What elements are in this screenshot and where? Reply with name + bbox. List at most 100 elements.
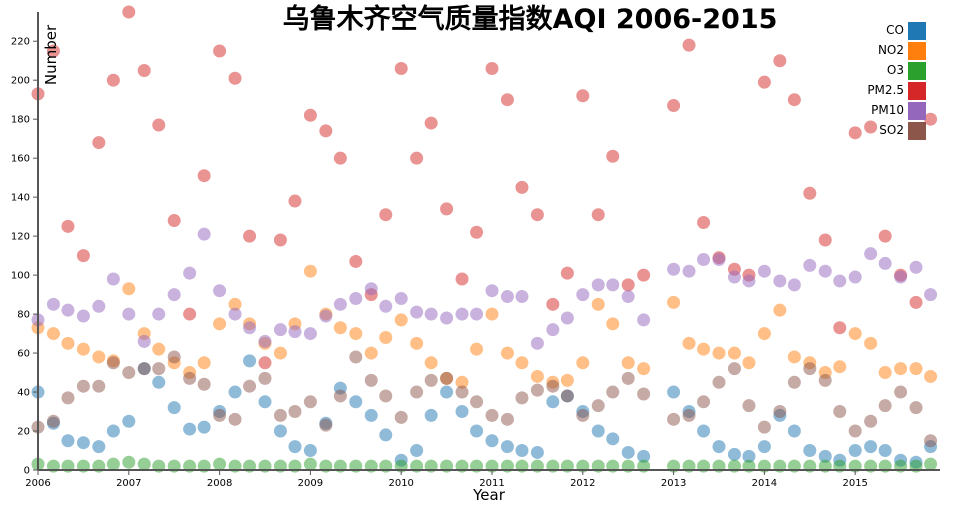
data-point (500, 412, 514, 426)
data-point (697, 215, 711, 229)
data-point (697, 253, 711, 267)
data-point (818, 449, 832, 463)
data-point (500, 290, 514, 304)
data-point (440, 385, 454, 399)
data-point (349, 327, 363, 341)
data-point (379, 299, 393, 313)
data-point (787, 375, 801, 389)
data-point (727, 447, 741, 461)
data-point (349, 350, 363, 364)
data-point (228, 412, 242, 426)
data-point (213, 284, 227, 298)
data-point (787, 424, 801, 438)
data-point (818, 264, 832, 278)
data-point (878, 444, 892, 458)
data-point (122, 366, 136, 380)
data-point (712, 375, 726, 389)
data-point (742, 399, 756, 413)
x-tick-label: 2015 (842, 478, 867, 489)
data-point (485, 307, 499, 321)
data-point (92, 136, 106, 150)
data-point (258, 395, 272, 409)
data-point (303, 108, 317, 122)
data-point (515, 391, 529, 405)
data-point (152, 362, 166, 376)
data-point (46, 327, 60, 341)
data-point (833, 321, 847, 335)
data-point (833, 360, 847, 374)
data-point (773, 303, 787, 317)
legend-label: NO2 (878, 43, 904, 57)
data-point (455, 307, 469, 321)
data-point (924, 369, 938, 383)
data-point (410, 151, 424, 165)
data-point (213, 408, 227, 422)
data-point (667, 295, 681, 309)
data-point (470, 342, 484, 356)
data-point (183, 266, 197, 280)
data-point (424, 356, 438, 370)
data-point (864, 414, 878, 428)
data-point (894, 362, 908, 376)
data-point (546, 297, 560, 311)
data-point (924, 112, 938, 126)
data-point (727, 270, 741, 284)
data-point (530, 369, 544, 383)
data-point (637, 313, 651, 327)
y-tick-label: 80 (17, 310, 30, 321)
data-point (394, 313, 408, 327)
x-tick-label: 2008 (207, 478, 232, 489)
data-point (500, 440, 514, 454)
data-point (319, 418, 333, 432)
data-point (92, 440, 106, 454)
data-point (591, 208, 605, 222)
data-point (76, 379, 90, 393)
legend-label: O3 (887, 63, 904, 77)
data-point (667, 99, 681, 113)
data-point (288, 194, 302, 208)
data-point (924, 457, 938, 471)
data-point (864, 440, 878, 454)
data-point (349, 291, 363, 305)
data-point (848, 270, 862, 284)
data-point (470, 307, 484, 321)
data-point (803, 258, 817, 272)
data-point (76, 309, 90, 323)
x-tick-label: 2013 (661, 478, 686, 489)
data-point (606, 278, 620, 292)
data-point (228, 297, 242, 311)
data-point (682, 38, 696, 52)
data-point (621, 356, 635, 370)
data-point (637, 387, 651, 401)
data-point (349, 254, 363, 268)
legend-label: CO (886, 23, 904, 37)
data-point (909, 295, 923, 309)
data-point (621, 371, 635, 385)
data-point (682, 264, 696, 278)
legend-swatch (908, 122, 926, 140)
data-point (394, 410, 408, 424)
data-point (349, 395, 363, 409)
data-point (455, 375, 469, 389)
y-tick-label: 0 (24, 466, 30, 477)
data-point (530, 445, 544, 459)
y-axis-label: Number (42, 24, 60, 85)
data-point (197, 377, 211, 391)
chart-title: 乌鲁木齐空气质量指数AQI 2006-2015 (283, 3, 778, 35)
data-point (909, 362, 923, 376)
data-point (183, 307, 197, 321)
x-tick-label: 2006 (25, 478, 50, 489)
data-point (833, 405, 847, 419)
legend-swatch (908, 82, 926, 100)
y-tick-label: 220 (11, 37, 30, 48)
data-point (848, 327, 862, 341)
data-point (333, 297, 347, 311)
data-point (485, 284, 499, 298)
data-point (773, 54, 787, 68)
data-point (606, 385, 620, 399)
data-point (757, 327, 771, 341)
data-point (530, 383, 544, 397)
data-point (137, 334, 151, 348)
data-point (560, 373, 574, 387)
data-point (76, 436, 90, 450)
